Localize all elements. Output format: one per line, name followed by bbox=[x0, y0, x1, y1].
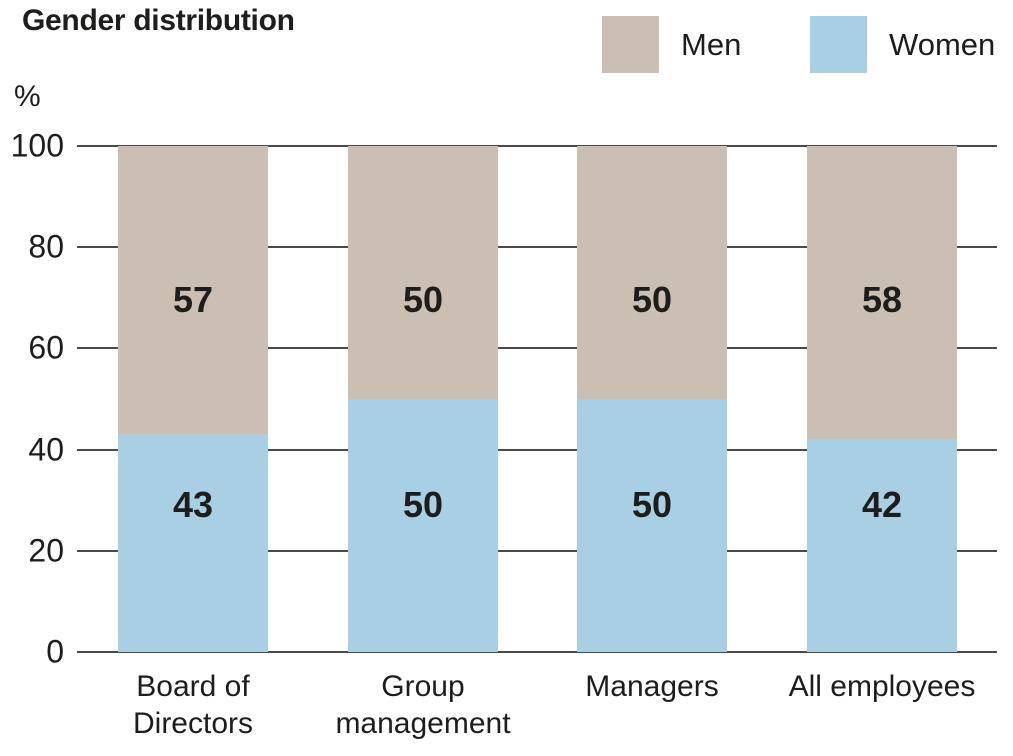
men-segment-managers bbox=[577, 146, 727, 399]
x-axis-labels: Board of Directors Group management Manage… bbox=[0, 668, 1013, 756]
x-axis-label-board-of-directors: Board of Directors bbox=[132, 670, 253, 740]
chart-title: Gender distribution bbox=[22, 4, 295, 37]
men-value-label-managers: 50 bbox=[631, 279, 673, 320]
women-value-label-all-employees: 42 bbox=[861, 484, 903, 525]
x-axis-label-managers: Managers bbox=[585, 670, 719, 703]
men-segment-group-management bbox=[348, 146, 498, 399]
men-value-label-board-of-directors: 57 bbox=[172, 279, 214, 320]
women-value-label-managers: 50 bbox=[631, 484, 673, 525]
men-color-swatch bbox=[602, 16, 659, 73]
bar-group-management: 50 50 bbox=[348, 146, 498, 652]
women-segment-all-employees bbox=[807, 439, 957, 652]
x-axis-label-all-employees: All employees bbox=[788, 670, 976, 703]
legend-label-men: Men bbox=[681, 26, 742, 62]
y-tick-label-60: 60 bbox=[28, 329, 64, 366]
y-axis-unit-label: % bbox=[14, 80, 41, 113]
y-tick-label-20: 20 bbox=[28, 532, 64, 569]
women-color-swatch bbox=[810, 16, 867, 73]
women-segment-group-management bbox=[348, 399, 498, 652]
y-tick-label-40: 40 bbox=[28, 431, 64, 468]
men-value-label-group-management: 50 bbox=[402, 279, 444, 320]
bar-board-of-directors: 57 43 bbox=[118, 146, 268, 652]
gridline-100 bbox=[77, 145, 997, 147]
plot-area: 0 20 40 60 80 100 57 43 50 50 50 50 58 42 bbox=[11, 128, 997, 670]
y-tick-label-0: 0 bbox=[46, 633, 64, 670]
legend-item-men: Men bbox=[602, 16, 741, 73]
gridline-40 bbox=[77, 448, 997, 451]
gridline-20 bbox=[77, 549, 997, 552]
women-value-label-group-management: 50 bbox=[402, 484, 444, 525]
bar-all-employees: 58 42 bbox=[807, 146, 957, 652]
women-segment-managers bbox=[577, 399, 727, 652]
bar-managers: 50 50 bbox=[577, 146, 727, 652]
x-axis-label-group-management: Group management bbox=[335, 670, 511, 740]
legend-item-women: Women bbox=[810, 16, 995, 73]
women-value-label-board-of-directors: 43 bbox=[172, 484, 214, 525]
men-value-label-all-employees: 58 bbox=[861, 279, 903, 320]
women-segment-board-of-directors bbox=[118, 434, 268, 652]
gridline-60 bbox=[77, 347, 997, 350]
y-tick-label-100: 100 bbox=[10, 127, 64, 164]
men-segment-board-of-directors bbox=[118, 146, 268, 435]
gridline-0 bbox=[77, 651, 997, 653]
legend-label-women: Women bbox=[889, 26, 996, 62]
gridline-80 bbox=[77, 246, 997, 249]
men-segment-all-employees bbox=[807, 146, 957, 440]
y-tick-label-80: 80 bbox=[28, 228, 64, 265]
